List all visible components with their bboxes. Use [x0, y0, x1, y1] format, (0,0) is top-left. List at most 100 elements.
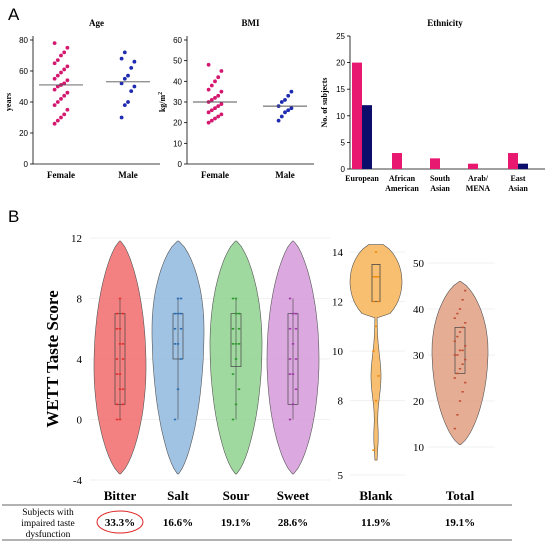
bar — [468, 163, 478, 169]
iqr-box — [454, 327, 466, 374]
data-point — [234, 343, 238, 345]
data-point — [231, 297, 235, 300]
data-point — [464, 289, 467, 292]
x-tick-label-line: South — [430, 174, 451, 183]
data-point — [115, 403, 119, 406]
data-point — [453, 377, 456, 379]
data-point — [288, 327, 292, 330]
y-tick-label: 20 — [336, 59, 345, 68]
data-point — [234, 403, 238, 406]
data-point — [173, 327, 177, 330]
data-point — [461, 391, 464, 393]
y-tick-label: 50 — [173, 57, 182, 66]
data-point — [464, 381, 467, 384]
data-point — [126, 100, 130, 104]
data-point — [206, 120, 211, 125]
y-tick-label: 20 — [19, 129, 28, 138]
data-point — [121, 358, 125, 360]
data-point — [119, 115, 124, 120]
data-point — [65, 107, 70, 112]
data-point — [458, 308, 462, 310]
data-point — [62, 81, 67, 86]
data-point — [286, 93, 291, 98]
data-point — [286, 108, 291, 113]
data-point — [231, 373, 235, 375]
y-axis-label: kg/m2 — [158, 92, 167, 112]
x-tick-label: Bitter — [104, 488, 137, 503]
data-point — [62, 112, 67, 117]
data-point — [62, 93, 67, 98]
panel-b-letter: B — [8, 207, 19, 226]
data-point — [237, 343, 241, 345]
data-point — [118, 297, 122, 300]
x-tick-label: Female — [201, 170, 229, 180]
bar — [352, 62, 362, 169]
violin — [431, 281, 489, 445]
y-axis-label: WETT Taste Score — [43, 290, 62, 428]
x-tick-label: European — [345, 174, 379, 183]
y-tick-label: 30 — [173, 98, 182, 107]
y-tick-label: 50 — [413, 258, 425, 270]
data-point — [173, 312, 177, 315]
data-point — [52, 103, 57, 107]
y-tick-label: 25 — [336, 32, 345, 41]
y-tick-label: 0 — [77, 415, 83, 427]
data-point — [288, 297, 292, 300]
bar — [518, 163, 528, 169]
data-point — [59, 70, 63, 75]
data-point — [62, 50, 67, 55]
data-point — [294, 388, 298, 391]
data-point — [119, 56, 124, 61]
x-tick-label-line: Asian — [430, 184, 450, 193]
data-point — [276, 118, 281, 123]
data-point — [219, 102, 224, 106]
y-tick-label: 5 — [341, 138, 346, 147]
data-point — [55, 58, 60, 63]
data-point — [115, 312, 119, 315]
data-point — [118, 327, 122, 330]
data-point — [289, 89, 294, 94]
data-point — [206, 62, 211, 67]
x-tick-label-line: Arab/ — [468, 174, 489, 183]
x-tick-label-line: African — [389, 174, 416, 183]
y-tick-label: 10 — [336, 112, 345, 121]
data-point — [231, 327, 235, 330]
x-tick-label: Sour — [223, 488, 250, 503]
data-point — [288, 358, 292, 360]
data-point — [234, 312, 238, 315]
chart-title: Age — [89, 18, 104, 28]
data-point — [52, 61, 57, 66]
data-point — [456, 335, 459, 338]
table-row-label-line: impaired taste — [21, 519, 75, 529]
data-point — [234, 358, 238, 360]
data-point — [237, 327, 241, 330]
x-tick-label: African American — [385, 174, 419, 193]
chart-title: BMI — [242, 18, 260, 28]
data-point — [122, 76, 127, 81]
data-point — [291, 373, 295, 375]
data-point — [294, 358, 298, 360]
taste-violin-chart: -4 0 4 8 12 WETT Taste Score Bitter Salt Sour Swe… — [43, 233, 330, 503]
x-tick-label-line: MENA — [466, 184, 491, 193]
data-point — [372, 350, 375, 352]
x-tick-label: Arab/MENA — [466, 174, 491, 193]
y-tick-label: 5 — [338, 470, 344, 482]
data-point — [129, 66, 134, 70]
data-point — [52, 121, 57, 126]
data-point — [283, 98, 287, 102]
y-tick-label: 12 — [332, 297, 343, 309]
data-point — [213, 95, 217, 100]
data-point — [179, 312, 183, 315]
data-point — [65, 64, 70, 69]
data-point — [176, 312, 180, 315]
data-point — [458, 331, 462, 333]
chart-title: Ethnicity — [427, 18, 463, 28]
data-point — [461, 349, 464, 352]
data-point — [176, 388, 180, 391]
data-point — [206, 110, 211, 115]
y-tick-label: 8 — [338, 396, 344, 408]
data-point — [179, 327, 183, 330]
y-tick-label: 40 — [413, 304, 425, 316]
data-point — [206, 87, 211, 92]
